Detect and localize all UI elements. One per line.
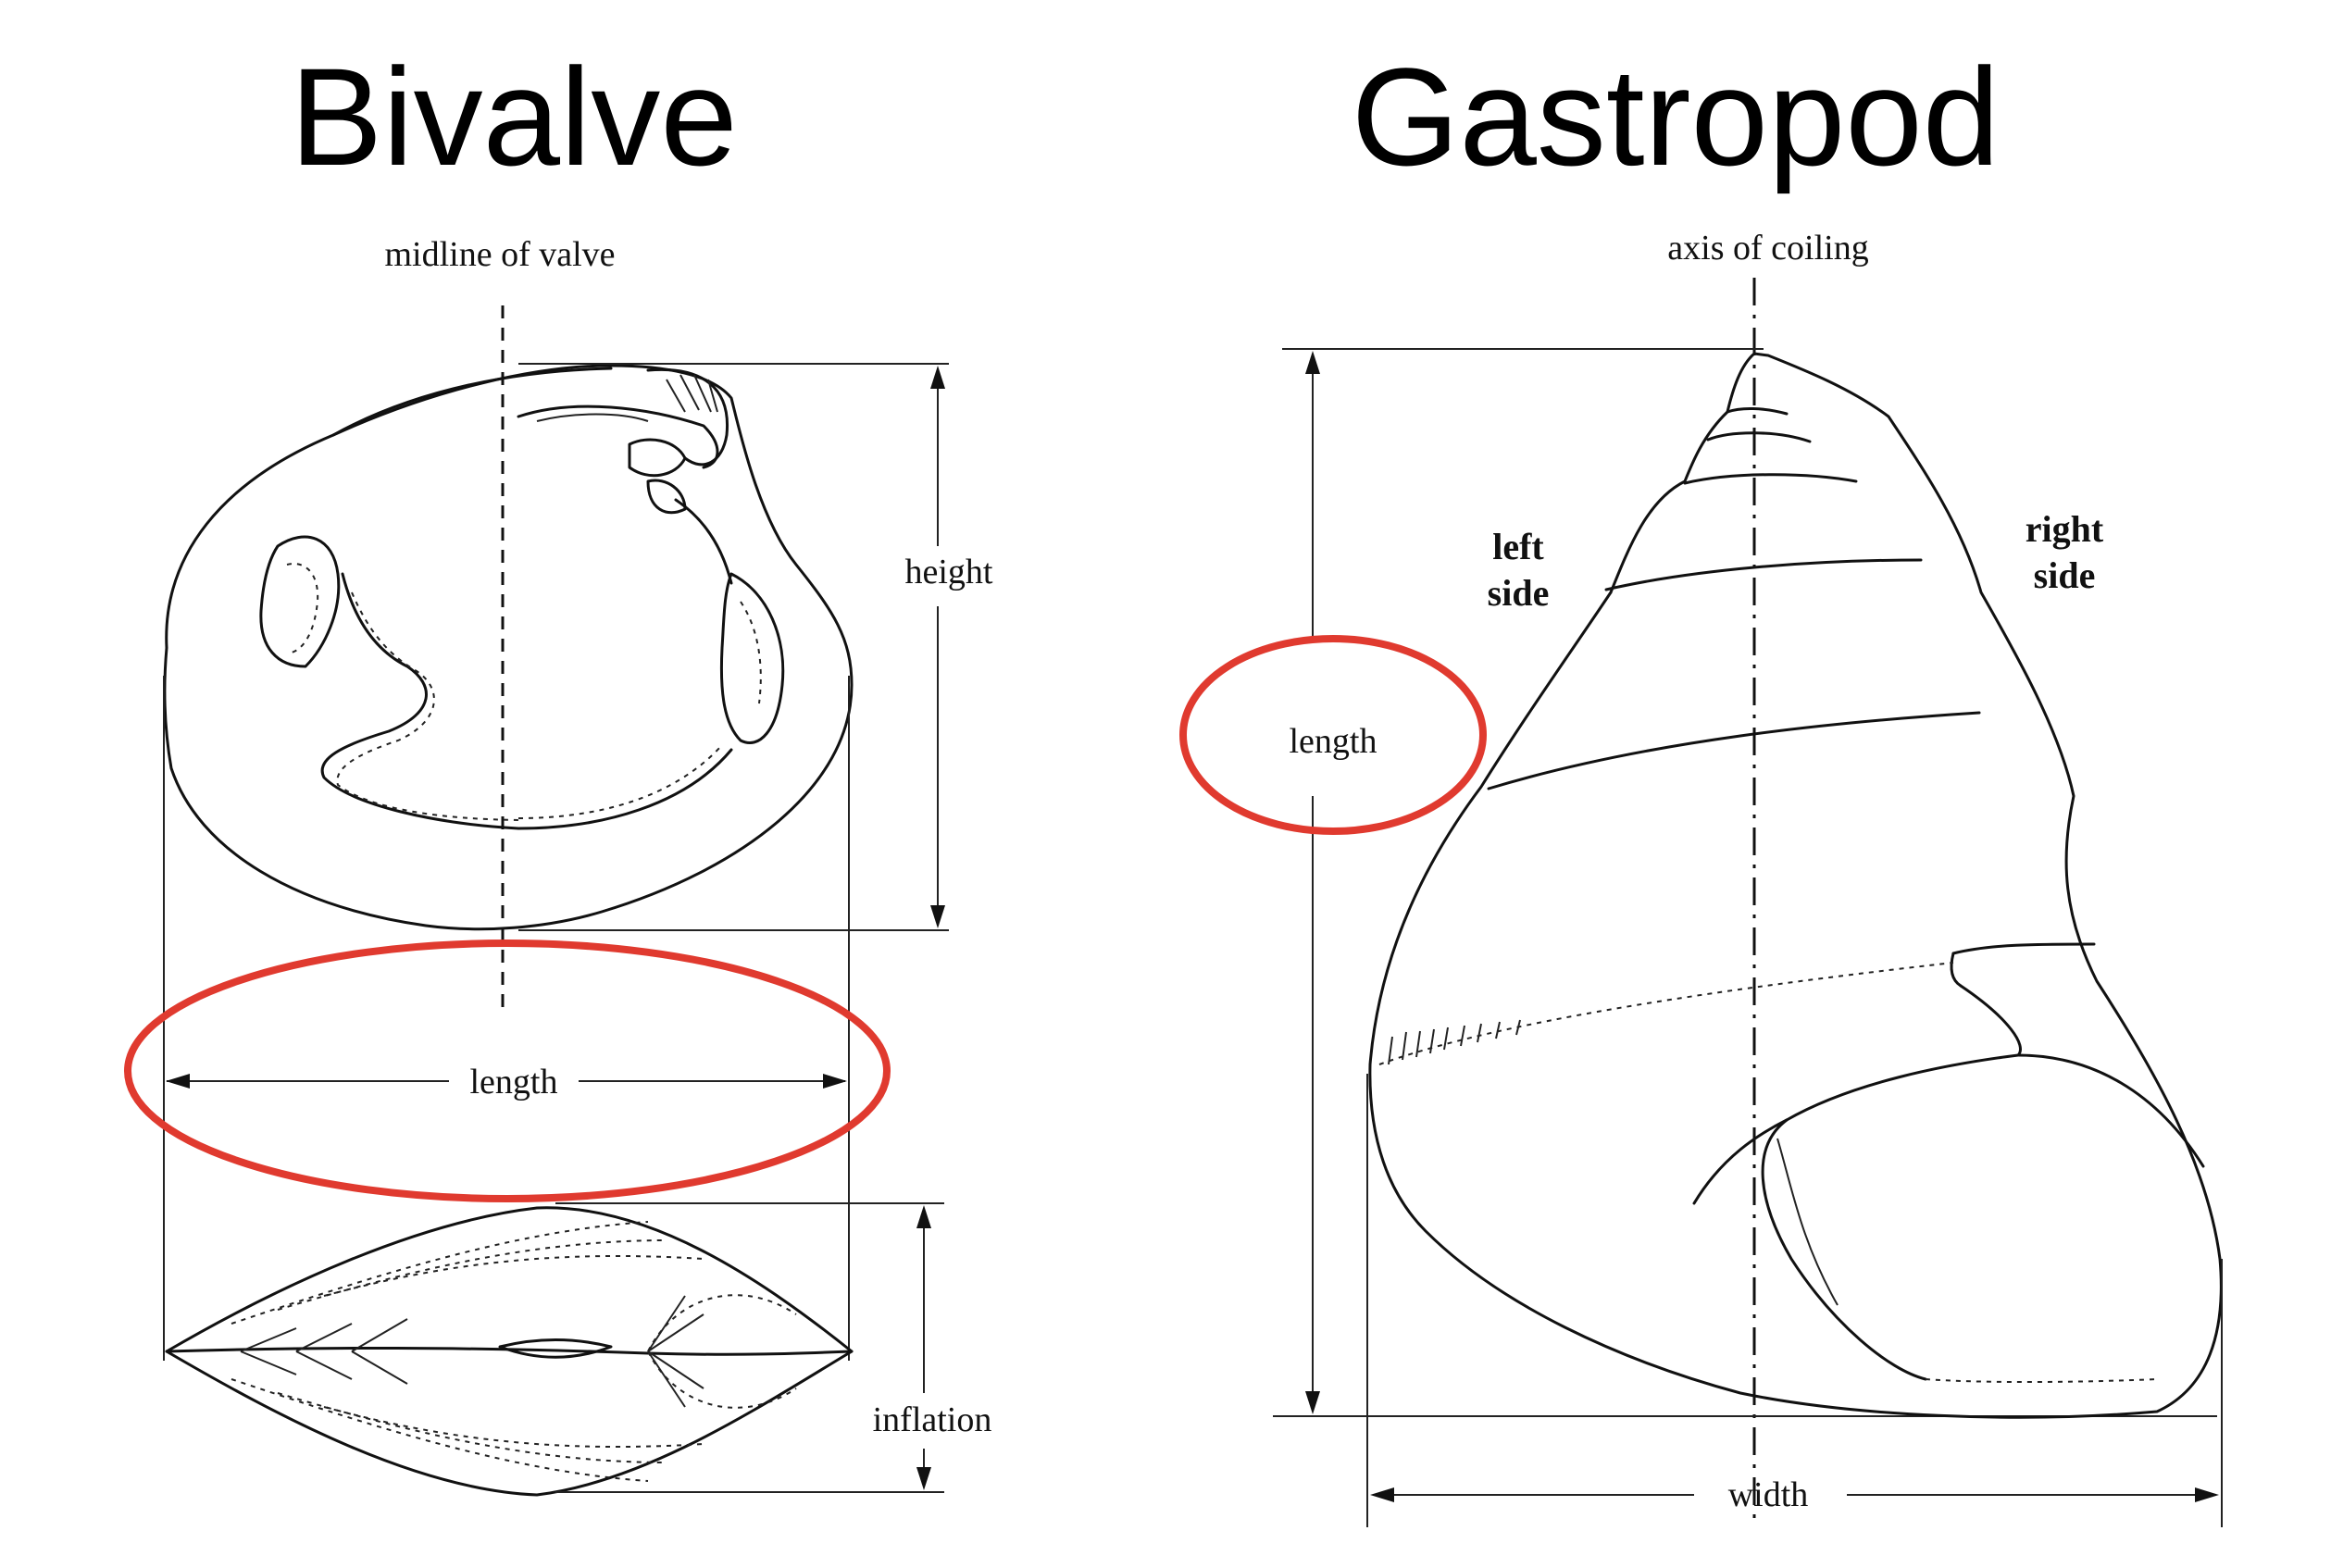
bivalve-length-label: length	[470, 1063, 558, 1101]
gastropod-length-highlight	[1179, 635, 1487, 835]
length-arrow-left	[166, 1074, 190, 1089]
suture-dotted	[1378, 962, 1954, 1065]
right-side-label-line2: side	[2034, 554, 2096, 596]
width-label: width	[1728, 1475, 1809, 1514]
bivalve-figure: midline of valve height	[124, 235, 993, 1497]
anterior-muscle-scar	[259, 535, 341, 668]
gastropod-length-label: length	[1290, 722, 1377, 761]
inflation-arrow-bottom	[916, 1467, 931, 1490]
left-side-label-line1: left	[1492, 526, 1544, 567]
aperture-top	[1951, 942, 2096, 955]
hinge-line	[331, 367, 613, 437]
pallial-sinus	[320, 572, 733, 830]
right-side-label-line1: right	[2026, 508, 2104, 550]
gastropod-title: Gastropod	[1352, 39, 2000, 194]
height-arrow-top	[930, 366, 945, 389]
height-arrow-bottom	[930, 905, 945, 928]
gastropod-length-arrow-bottom	[1305, 1391, 1320, 1414]
width-arrow-left	[1370, 1487, 1394, 1502]
bivalve-length-highlight	[124, 940, 891, 1202]
ligament	[498, 1338, 613, 1359]
length-arrow-right	[823, 1074, 847, 1089]
valve-outline	[163, 364, 854, 931]
gastropod-figure: axis of coiling length left side right s…	[1179, 229, 2223, 1527]
bivalve-title: Bivalve	[290, 39, 738, 194]
inflation-label: inflation	[873, 1400, 992, 1439]
left-side-label-line2: side	[1488, 572, 1550, 614]
suture-1	[1726, 406, 1789, 416]
axis-of-coiling-label: axis of coiling	[1667, 229, 1868, 268]
midline-of-valve-label: midline of valve	[384, 235, 615, 274]
aperture	[1761, 984, 2022, 1381]
gastropod-length-arrow-top	[1305, 351, 1320, 374]
hinge-tooth	[628, 438, 687, 478]
columella	[1692, 1118, 1789, 1205]
width-arrow-right	[2195, 1487, 2219, 1502]
posterior-muscle-scar	[719, 572, 785, 744]
inflation-arrow-top	[916, 1205, 931, 1228]
height-label: height	[905, 553, 993, 591]
gastropod-shell-outline	[1368, 352, 2223, 1419]
